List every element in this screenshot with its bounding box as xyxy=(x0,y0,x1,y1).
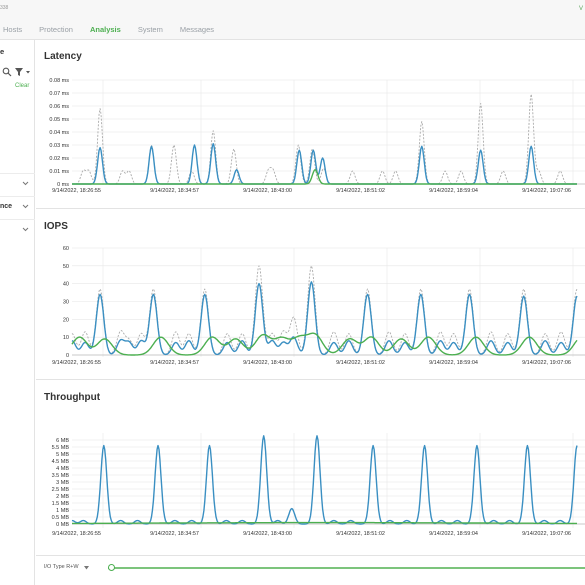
x-tick-label: 9/14/2022, 19:07:06 xyxy=(522,531,571,537)
top-navigation-bar: 338 V Hosts Protection Analysis System M… xyxy=(0,0,585,40)
series-line-read xyxy=(72,142,577,185)
x-tick-label: 9/14/2022, 18:43:00 xyxy=(243,188,292,194)
y-tick-label: 0.08 ms xyxy=(49,78,69,84)
y-tick-label: 60 xyxy=(63,246,69,252)
y-tick-label: 0.02 ms xyxy=(49,156,69,162)
y-tick-label: 0 MB xyxy=(56,522,69,528)
caret-down-icon xyxy=(84,566,89,570)
x-tick-label: 9/14/2022, 18:34:57 xyxy=(150,531,199,537)
x-tick-label: 9/14/2022, 19:07:06 xyxy=(522,188,571,194)
x-tick-label: 9/14/2022, 18:43:00 xyxy=(243,531,292,537)
y-tick-label: 0.01 ms xyxy=(49,169,69,175)
sidebar-title: e xyxy=(0,47,5,56)
iops-chart: 0 10 20 30 40 50 60 9/14/2022, 18:26:55 9/14/202… xyxy=(52,246,585,366)
x-tick-label: 9/14/2022, 18:43:00 xyxy=(243,360,292,366)
y-tick-label: 0.5 MB xyxy=(52,515,70,521)
x-tick-label: 9/14/2022, 18:26:55 xyxy=(52,360,101,366)
sidebar-section-performance[interactable]: nce xyxy=(0,196,35,216)
y-tick-label: 20 xyxy=(63,317,69,323)
y-tick-label: 40 xyxy=(63,282,69,288)
throughput-chart: 0 MB0.5 MB1 MB1.5 MB2 MB2.5 MB3 MB3.5 MB… xyxy=(52,433,585,537)
y-tick-label: 5.5 MB xyxy=(52,445,70,451)
series-line-write xyxy=(72,521,577,525)
x-tick-label: 9/14/2022, 18:59:04 xyxy=(429,188,478,194)
y-tick-label: 0.05 ms xyxy=(49,117,69,123)
sidebar-section-3[interactable] xyxy=(0,219,35,239)
y-tick-label: 0.07 ms xyxy=(49,91,69,97)
chevron-down-icon xyxy=(22,227,29,232)
sidebar-section-label: nce xyxy=(0,203,13,210)
x-tick-label: 9/14/2022, 19:07:06 xyxy=(522,360,571,366)
chart-divider xyxy=(36,379,585,380)
y-tick-label: 6 MB xyxy=(56,438,69,444)
x-tick-label: 9/14/2022, 18:34:57 xyxy=(150,188,199,194)
latency-chart-title: Latency xyxy=(44,51,82,62)
series-line-total xyxy=(71,265,578,355)
y-tick-label: 4.5 MB xyxy=(52,459,70,465)
x-tick-label: 9/14/2022, 18:59:04 xyxy=(429,360,478,366)
clear-filters-link[interactable]: Clear xyxy=(15,83,30,89)
y-tick-label: 0.03 ms xyxy=(49,143,69,149)
latency-chart: 0 ms 0.01 ms 0.02 ms 0.03 ms 0.04 ms 0.05 ms 0… xyxy=(49,78,585,194)
y-tick-label: 0.04 ms xyxy=(49,130,69,136)
tab-hosts[interactable]: Hosts xyxy=(3,25,23,34)
tab-protection[interactable]: Protection xyxy=(39,25,73,34)
io-type-select[interactable]: I/O Type R+W xyxy=(44,564,79,570)
time-range-slider-handle[interactable] xyxy=(108,564,115,571)
y-tick-label: 0 ms xyxy=(57,182,69,188)
search-icon[interactable] xyxy=(2,67,12,77)
x-tick-label: 9/14/2022, 18:51:02 xyxy=(336,188,385,194)
x-tick-label: 9/14/2022, 18:51:02 xyxy=(336,360,385,366)
y-tick-label: 1.5 MB xyxy=(52,501,70,507)
sidebar-section-1[interactable] xyxy=(0,173,35,193)
y-tick-label: 3.5 MB xyxy=(52,473,70,479)
series-line-write xyxy=(71,332,578,356)
filter-icon[interactable] xyxy=(14,67,32,77)
series-line-write xyxy=(72,168,577,185)
y-tick-label: 30 xyxy=(63,300,69,306)
y-tick-label: 2 MB xyxy=(56,494,69,500)
time-range-slider[interactable] xyxy=(108,567,585,569)
y-tick-label: 5 MB xyxy=(56,452,69,458)
chart-divider xyxy=(36,208,585,209)
tab-messages[interactable]: Messages xyxy=(179,25,215,34)
y-tick-label: 0.06 ms xyxy=(49,104,69,110)
y-tick-label: 2.5 MB xyxy=(52,487,70,493)
chevron-down-icon xyxy=(22,181,29,186)
tab-system[interactable]: System xyxy=(137,25,163,34)
y-tick-label: 3 MB xyxy=(56,480,69,486)
x-tick-label: 9/14/2022, 18:34:57 xyxy=(150,360,199,366)
x-tick-label: 9/14/2022, 18:26:55 xyxy=(52,188,101,194)
y-tick-label: 50 xyxy=(63,264,69,270)
y-tick-label: 0 xyxy=(66,353,69,359)
chevron-down-icon xyxy=(22,204,29,209)
x-tick-label: 9/14/2022, 18:26:55 xyxy=(52,531,101,537)
y-tick-label: 1 MB xyxy=(56,508,69,514)
series-line-read xyxy=(71,435,578,525)
series-line-read xyxy=(71,281,578,356)
header-corner-text: V xyxy=(578,6,583,12)
tab-analysis[interactable]: Analysis xyxy=(89,25,121,34)
y-tick-label: 10 xyxy=(63,335,69,341)
chart-footer: I/O Type R+W xyxy=(36,555,585,585)
host-address-fragment: 338 xyxy=(0,5,9,11)
x-tick-label: 9/14/2022, 18:51:02 xyxy=(336,531,385,537)
throughput-chart-title: Throughput xyxy=(44,392,101,403)
filter-sidebar: e Clear nce xyxy=(0,40,35,585)
iops-chart-title: IOPS xyxy=(44,221,68,232)
x-tick-label: 9/14/2022, 18:59:04 xyxy=(429,531,478,537)
y-tick-label: 4 MB xyxy=(56,466,69,472)
main-tabs: Hosts Protection Analysis System Message… xyxy=(0,20,231,39)
